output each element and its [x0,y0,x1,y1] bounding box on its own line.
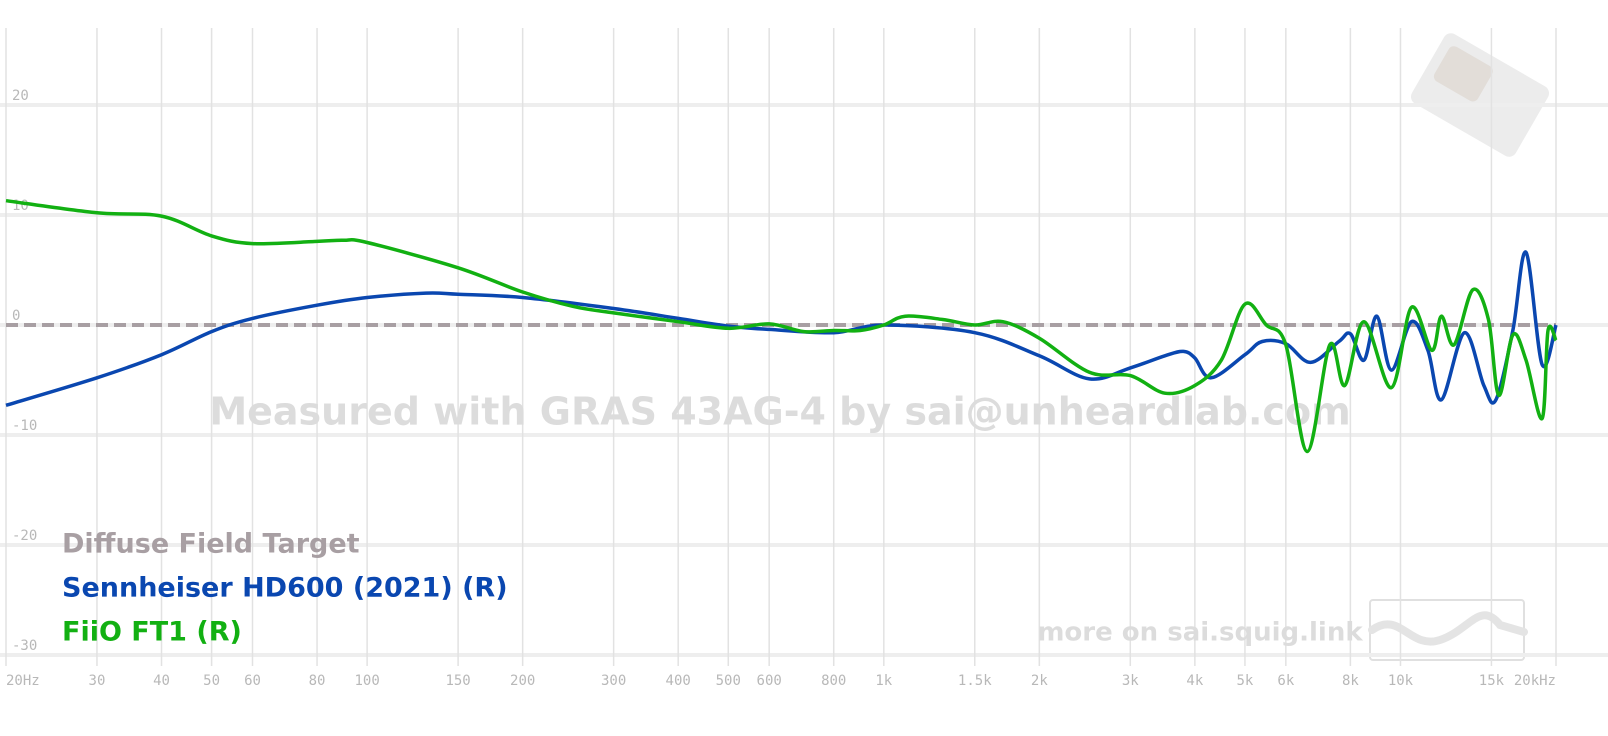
x-tick-label: 10k [1388,673,1414,689]
x-tick-label: 800 [821,673,846,689]
y-tick-label: -10 [12,418,37,434]
x-tick-label: 3k [1122,673,1139,689]
x-tick-label: 80 [309,673,326,689]
x-tick-label: 500 [716,673,741,689]
x-tick-label: 60 [244,673,261,689]
legend-entry: Sennheiser HD600 (2021) (R) [62,573,508,604]
x-tick-label: 400 [666,673,691,689]
x-tick-label: 5k [1237,673,1254,689]
logo-frame [1369,599,1525,661]
legend-entry: FiiO FT1 (R) [62,617,242,648]
y-tick-label: -30 [12,638,37,654]
footer-link: more on sai.squig.link [1037,618,1363,648]
y-tick-label: -20 [12,528,37,544]
x-tick-label: 20Hz [6,673,40,689]
x-tick-label: 300 [601,673,626,689]
x-tick-label: 40 [153,673,170,689]
curve [5,198,1558,454]
x-tick-label: 4k [1186,673,1203,689]
x-tick-label: 8k [1342,673,1359,689]
x-tick-label: 6k [1277,673,1294,689]
x-tick-label: 15k [1479,673,1505,689]
x-tick-label: 1.5k [958,673,992,689]
x-tick-label: 100 [354,673,379,689]
x-tick-label: 30 [89,673,106,689]
device-image [1410,33,1550,157]
watermark: Measured with GRAS 43AG-4 by sai@unheard… [209,390,1350,434]
x-tick-label: 50 [203,673,220,689]
x-tick-label: 200 [510,673,535,689]
y-tick-label: 20 [12,88,29,104]
curve [5,250,1558,407]
legend-entry: Diffuse Field Target [62,529,360,560]
logo-squiggle [1368,611,1528,646]
x-tick-label: 150 [445,673,470,689]
x-tick-label: 600 [757,673,782,689]
x-tick-label: 20kHz [1514,673,1556,689]
x-tick-label: 1k [875,673,892,689]
y-tick-label: 0 [12,308,20,324]
x-tick-label: 2k [1031,673,1048,689]
